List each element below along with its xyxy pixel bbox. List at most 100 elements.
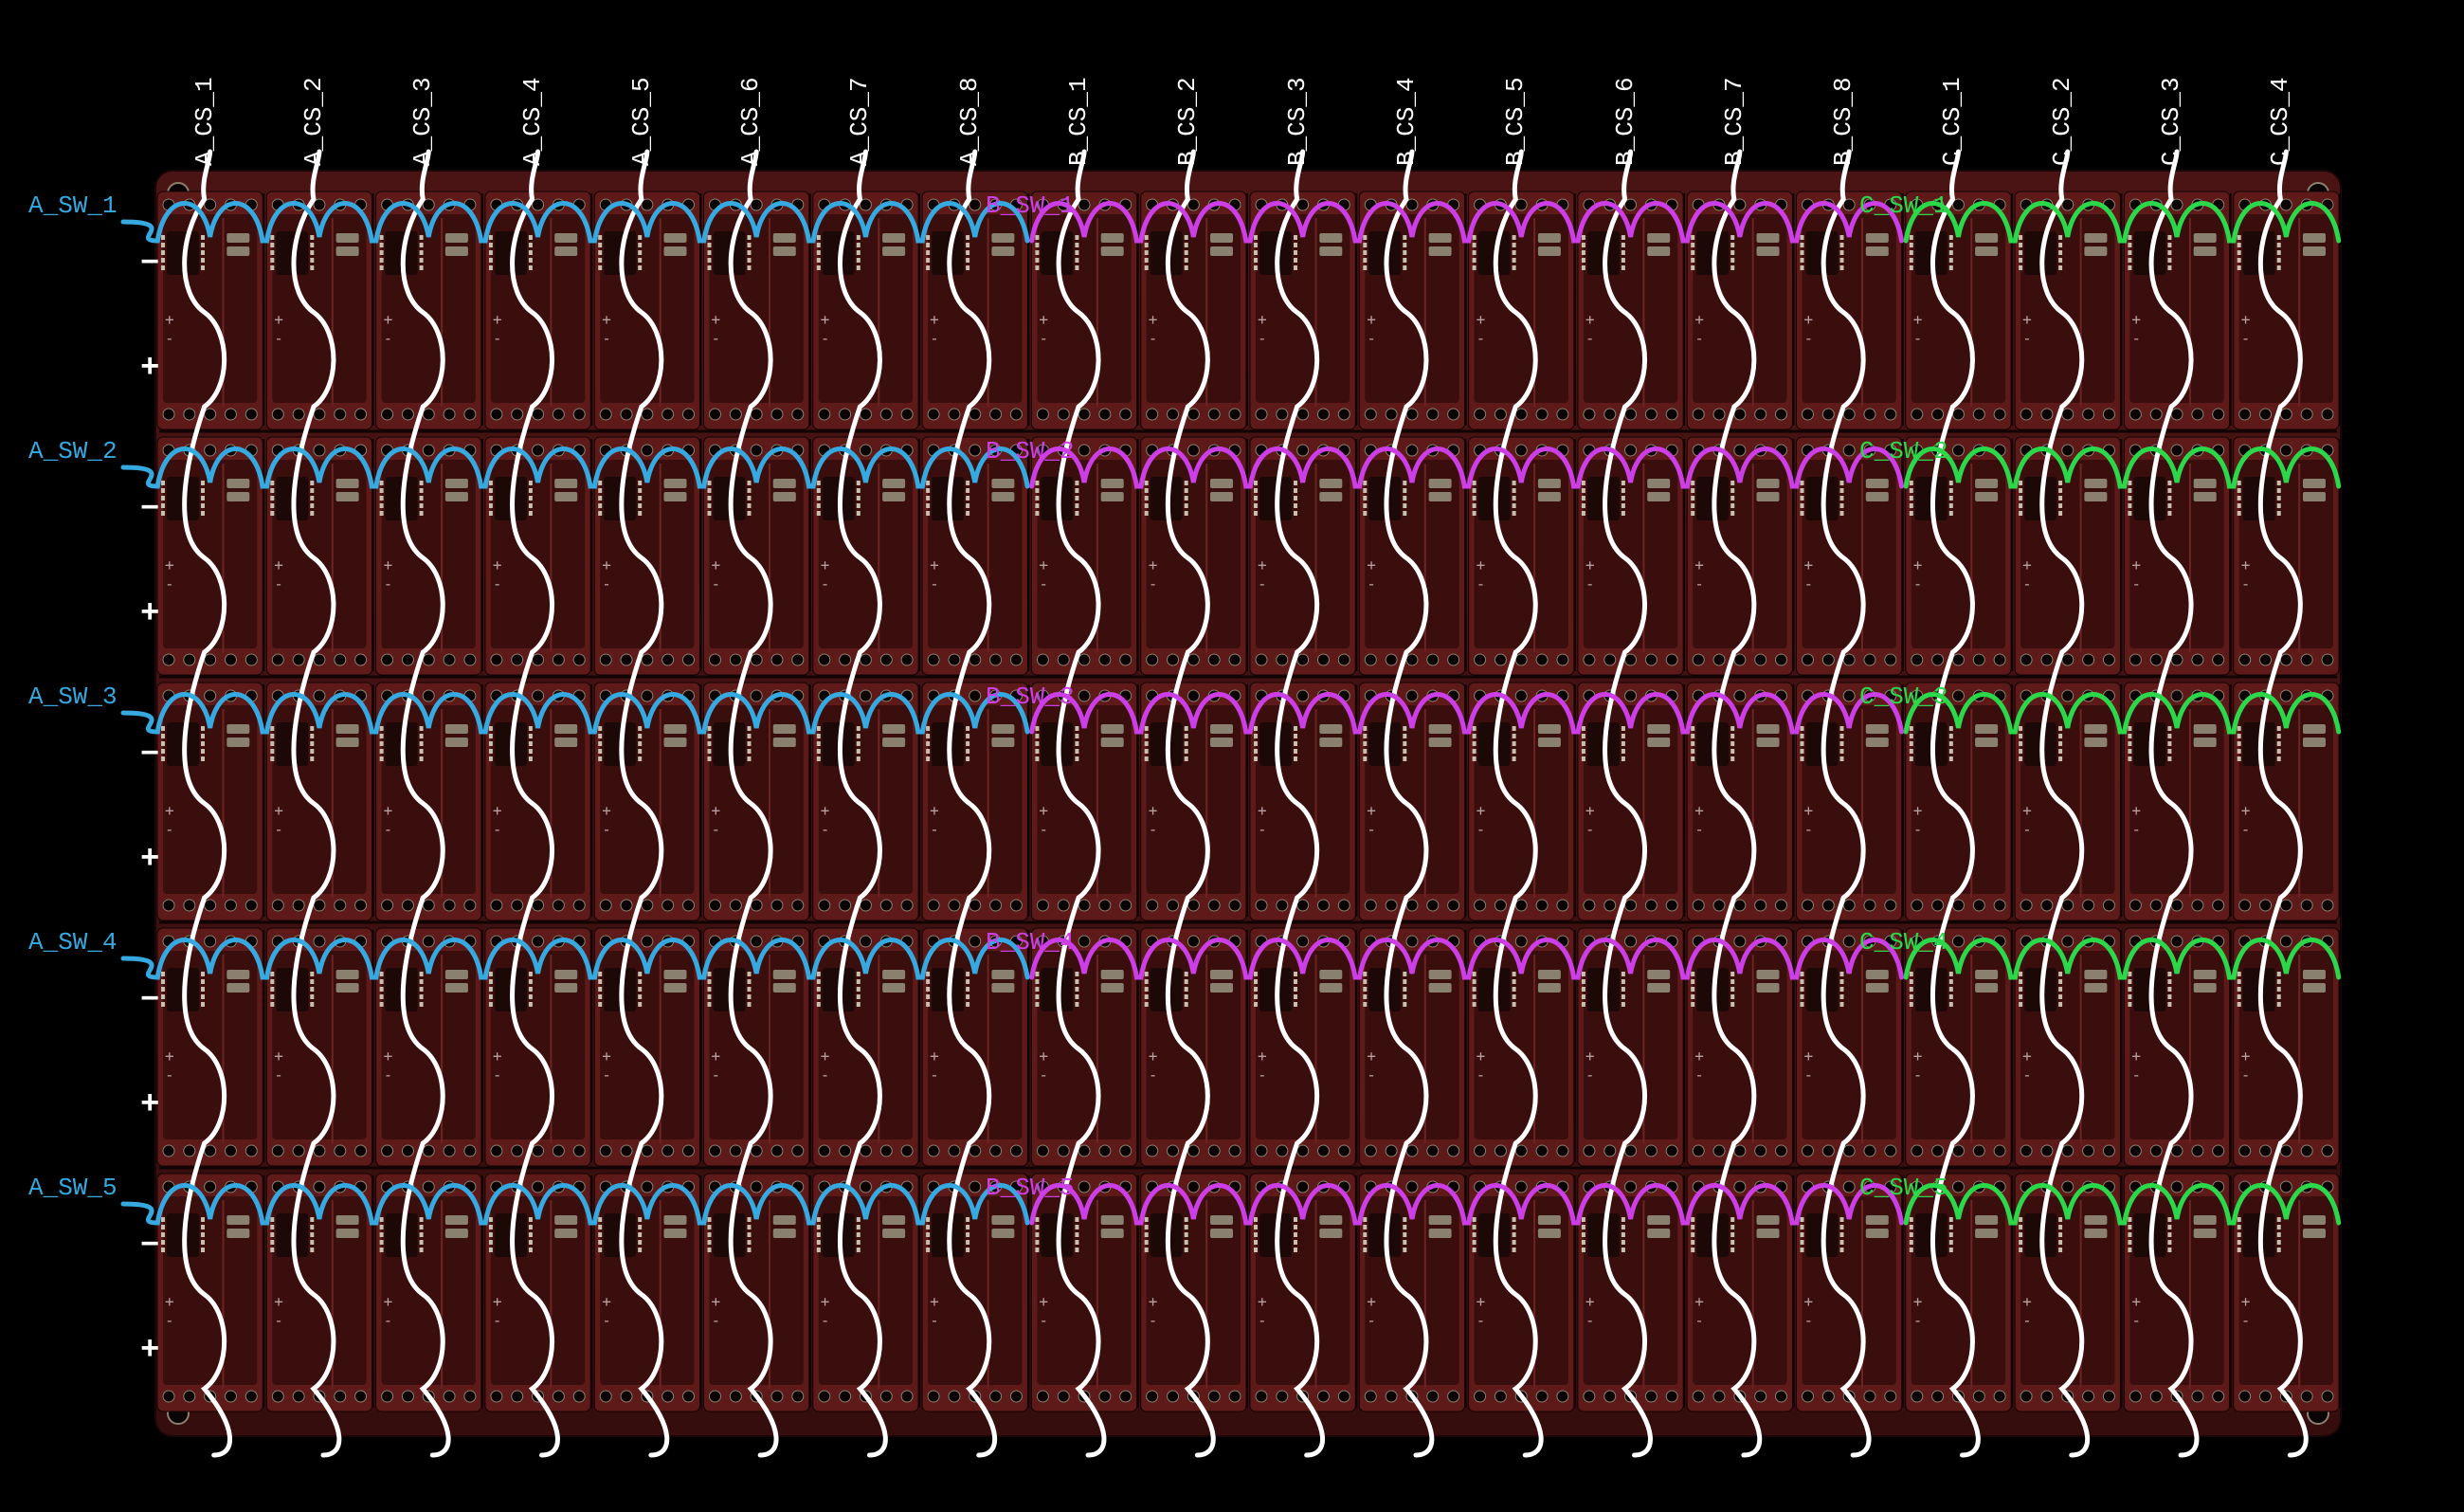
svg-text:-: - [274,574,283,592]
svg-text:+: + [274,310,283,328]
svg-text:-: - [165,574,174,592]
svg-text:+: + [602,310,611,328]
svg-text:+: + [1149,1292,1158,1310]
svg-text:+: + [1039,801,1048,819]
svg-text:+: + [1913,1292,1923,1310]
svg-text:+: + [712,1047,721,1065]
svg-text:+: + [1477,1047,1486,1065]
svg-text:-: - [1039,1311,1048,1329]
svg-text:-: - [821,1311,830,1329]
svg-text:+: + [1367,1292,1376,1310]
svg-text:+: + [2022,801,2032,819]
svg-text:-: - [1367,1311,1376,1329]
svg-text:-: - [712,574,721,592]
svg-text:+: + [2241,1292,2251,1310]
svg-text:-: - [1804,574,1814,592]
svg-text:+: + [1804,556,1814,574]
svg-text:-: - [384,1311,393,1329]
svg-text:-: - [1585,329,1595,347]
svg-text:-: - [1039,329,1048,347]
svg-text:-: - [1367,329,1376,347]
svg-text:+: + [930,1047,939,1065]
svg-text:+: + [930,1292,939,1310]
svg-text:-: - [712,1066,721,1084]
svg-text:+: + [2022,310,2032,328]
svg-text:-: - [1149,1066,1158,1084]
svg-text:+: + [1039,1047,1048,1065]
svg-text:+: + [1367,310,1376,328]
svg-text:-: - [2241,574,2251,592]
svg-text:-: - [274,1311,283,1329]
svg-text:-: - [2131,574,2141,592]
svg-text:+: + [1039,310,1048,328]
svg-text:+: + [602,556,611,574]
svg-text:-: - [930,574,939,592]
svg-text:-: - [1039,574,1048,592]
svg-text:-: - [493,574,502,592]
svg-text:-: - [1913,1066,1923,1084]
svg-text:-: - [1149,574,1158,592]
svg-text:-: - [165,1311,174,1329]
svg-text:-: - [930,1066,939,1084]
svg-text:+: + [274,556,283,574]
svg-text:+: + [1258,1047,1267,1065]
svg-text:+: + [821,801,830,819]
svg-text:-: - [274,820,283,838]
svg-text:+: + [165,310,174,328]
svg-text:+: + [1258,556,1267,574]
svg-text:+: + [1149,1047,1158,1065]
svg-text:+: + [274,1292,283,1310]
svg-text:+: + [2241,556,2251,574]
svg-text:-: - [384,329,393,347]
svg-text:+: + [384,310,393,328]
svg-text:+: + [1694,556,1704,574]
svg-text:-: - [274,329,283,347]
svg-text:+: + [712,1292,721,1310]
svg-text:-: - [2022,1311,2032,1329]
svg-text:-: - [1477,1311,1486,1329]
svg-text:+: + [2131,310,2141,328]
svg-text:+: + [1913,556,1923,574]
svg-text:-: - [1694,1066,1704,1084]
svg-text:-: - [2022,820,2032,838]
svg-text:-: - [493,329,502,347]
svg-text:-: - [1149,329,1158,347]
svg-text:+: + [1477,310,1486,328]
svg-text:-: - [602,574,611,592]
svg-text:+: + [493,1047,502,1065]
svg-text:-: - [712,1311,721,1329]
svg-text:+: + [930,556,939,574]
svg-text:+: + [1913,801,1923,819]
svg-text:-: - [1913,329,1923,347]
svg-text:+: + [493,556,502,574]
svg-text:+: + [493,801,502,819]
svg-text:+: + [821,1047,830,1065]
svg-text:+: + [1477,1292,1486,1310]
svg-text:-: - [1804,820,1814,838]
svg-text:+: + [602,1047,611,1065]
svg-text:+: + [2022,1047,2032,1065]
svg-text:+: + [821,1292,830,1310]
svg-text:-: - [1477,1066,1486,1084]
svg-text:+: + [1477,801,1486,819]
svg-text:-: - [1367,1066,1376,1084]
svg-text:+: + [493,310,502,328]
svg-text:+: + [2241,801,2251,819]
svg-text:-: - [1258,329,1267,347]
svg-text:+: + [274,1047,283,1065]
svg-text:-: - [2022,574,2032,592]
svg-text:-: - [2022,1066,2032,1084]
svg-text:+: + [1367,801,1376,819]
svg-text:-: - [1258,1066,1267,1084]
svg-text:+: + [384,801,393,819]
svg-text:-: - [1913,1311,1923,1329]
svg-text:-: - [821,1066,830,1084]
svg-text:+: + [1585,1047,1595,1065]
svg-text:-: - [602,1066,611,1084]
svg-text:+: + [384,1047,393,1065]
svg-text:-: - [1694,574,1704,592]
svg-text:-: - [1585,820,1595,838]
svg-text:-: - [1694,820,1704,838]
svg-text:-: - [493,1311,502,1329]
svg-text:-: - [165,820,174,838]
